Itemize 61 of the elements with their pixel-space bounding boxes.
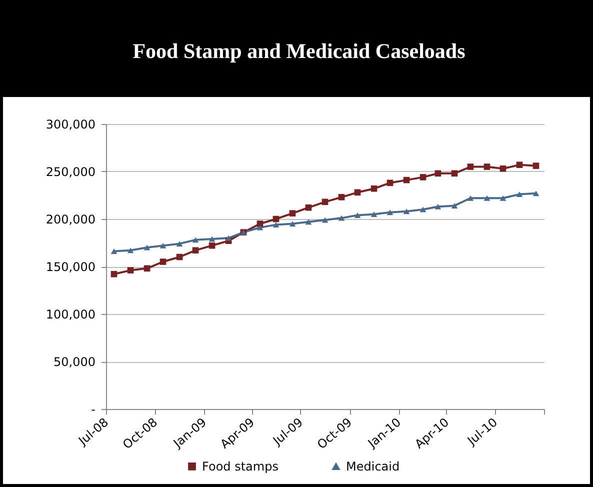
point: [403, 176, 410, 184]
point: [256, 220, 264, 227]
point: [516, 162, 523, 168]
point: [272, 222, 280, 228]
point: [110, 248, 118, 254]
y-tick-label: 250,000: [46, 165, 96, 179]
point: [386, 210, 394, 216]
point: [338, 194, 345, 200]
point: [208, 236, 216, 242]
point: [289, 221, 296, 226]
point: [420, 206, 426, 212]
point: [467, 195, 474, 201]
point: [354, 189, 361, 196]
point: [160, 258, 166, 265]
point: [322, 217, 328, 223]
point: [176, 254, 183, 260]
point: [370, 212, 378, 217]
point: [484, 164, 490, 170]
legend-label: Medicaid: [346, 460, 400, 474]
y-tick-label: 300,000: [46, 118, 96, 132]
point: [176, 240, 183, 246]
point: [160, 242, 166, 248]
point: [434, 170, 442, 177]
y-tick-label: 100,000: [46, 308, 96, 322]
point: [127, 267, 134, 274]
point: [532, 190, 540, 196]
point: [192, 247, 199, 254]
point: [434, 204, 442, 210]
point: [305, 204, 312, 211]
point: [484, 195, 490, 201]
y-tick-label: -: [91, 402, 96, 416]
point: [305, 219, 312, 225]
point: [338, 215, 345, 221]
point: [110, 270, 118, 278]
point: [370, 185, 378, 192]
y-tick-label: 150,000: [46, 260, 96, 274]
point: [532, 162, 540, 169]
point: [420, 174, 426, 180]
point: [322, 198, 328, 206]
point: [386, 180, 394, 186]
point: [500, 195, 506, 201]
point: [354, 212, 361, 218]
y-tick-label: 200,000: [46, 212, 96, 226]
legend-label: Food stamps: [202, 459, 278, 474]
point: [225, 235, 232, 241]
point: [451, 170, 458, 177]
point: [500, 165, 506, 172]
point: [516, 192, 523, 198]
y-tick-label: 50,000: [54, 355, 96, 369]
point: [289, 210, 296, 216]
point: [451, 202, 458, 208]
point: [127, 248, 134, 254]
point: [403, 208, 410, 214]
chart-title: Food Stamp and Medicaid Caseloads: [132, 39, 466, 63]
point: [467, 164, 474, 170]
point: [256, 224, 264, 230]
point: [144, 265, 150, 272]
point: [208, 242, 216, 249]
point: [272, 216, 280, 222]
point: [192, 237, 199, 243]
point: [144, 244, 150, 250]
